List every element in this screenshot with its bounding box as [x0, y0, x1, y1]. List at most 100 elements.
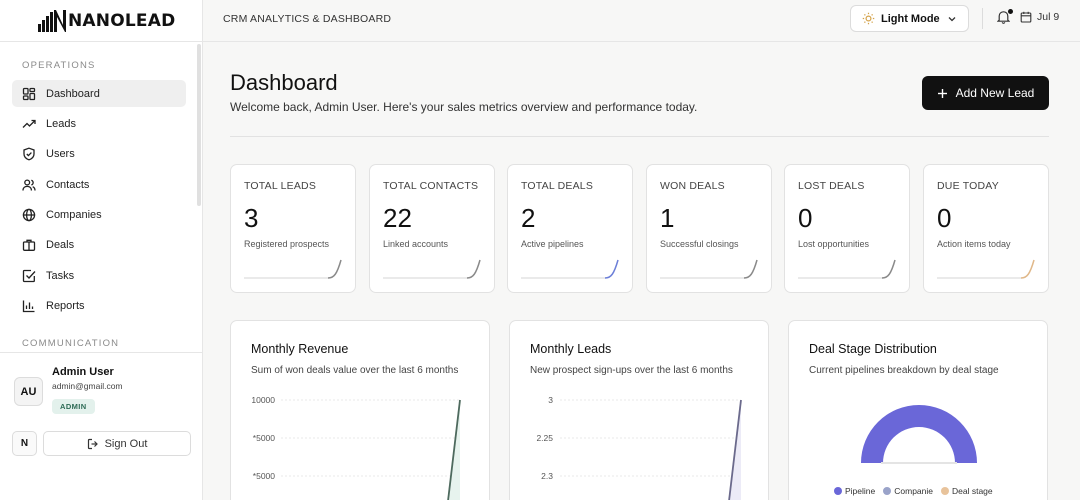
- chart-title: Monthly Leads: [530, 342, 612, 356]
- role-badge: ADMIN: [52, 399, 95, 414]
- leads-line: [728, 399, 742, 500]
- shield-icon: [23, 147, 35, 161]
- leads-line-chart: 3 2.25 2.3: [536, 395, 742, 500]
- sidebar-item-label: Leads: [46, 117, 76, 130]
- section-label-operations: OPERATIONS: [22, 60, 96, 71]
- title-divider: [230, 136, 1049, 137]
- sidebar-item-companies[interactable]: Companies: [12, 202, 186, 229]
- user-email: admin@gmail.com: [52, 381, 123, 391]
- sidebar-scrollbar[interactable]: [197, 44, 201, 206]
- chart-subtitle: Current pipelines breakdown by deal stag…: [809, 365, 999, 376]
- legend-item[interactable]: Pipeline: [834, 486, 875, 496]
- stat-card-lost-deals[interactable]: LOST DEALS 0 Lost opportunities: [784, 164, 910, 293]
- stat-label: TOTAL LEADS: [244, 180, 317, 192]
- sidebar: NANOLEAD OPERATIONS Dashboard Leads User…: [0, 0, 203, 500]
- section-label-communication: COMMUNICATION: [22, 338, 120, 349]
- deal-stage-donut-chart: [861, 405, 977, 464]
- user-panel: AU Admin User admin@gmail.com ADMIN N Si…: [0, 352, 202, 500]
- users-icon: [22, 179, 36, 191]
- chart-subtitle: New prospect sign-ups over the last 6 mo…: [530, 365, 733, 376]
- stat-card-total-leads[interactable]: TOTAL LEADS 3 Registered prospects: [230, 164, 356, 293]
- sparkline: [244, 259, 342, 279]
- sidebar-item-label: Deals: [46, 239, 75, 252]
- sidebar-item-label: Companies: [46, 209, 102, 222]
- legend-item[interactable]: Deal stage: [941, 486, 993, 496]
- sign-out-button[interactable]: Sign Out: [43, 431, 191, 456]
- add-new-lead-label: Add New Lead: [955, 86, 1035, 100]
- stat-value: 2: [521, 203, 536, 233]
- sidebar-item-label: Reports: [46, 300, 85, 313]
- revenue-line: [447, 399, 461, 500]
- sidebar-nav: Dashboard Leads Users Contacts Companies…: [12, 80, 186, 323]
- breadcrumb: CRM ANALYTICS & DASHBOARD: [223, 13, 392, 25]
- sparkline: [937, 259, 1035, 279]
- user-name: Admin User: [52, 366, 114, 378]
- sign-out-label: Sign Out: [104, 437, 148, 450]
- page-title: Dashboard: [230, 70, 338, 95]
- stat-description: Action items today: [937, 239, 1011, 249]
- sidebar-item-tasks[interactable]: Tasks: [12, 262, 186, 289]
- stat-card-won-deals[interactable]: WON DEALS 1 Successful closings: [646, 164, 772, 293]
- sidebar-item-label: Tasks: [46, 269, 75, 282]
- sign-out-icon: [87, 438, 98, 449]
- sparkline: [660, 259, 758, 279]
- avatar[interactable]: AU: [14, 377, 43, 406]
- sidebar-item-reports[interactable]: Reports: [12, 293, 186, 320]
- chart-card-deal-stage-distribution: Deal Stage Distribution Current pipeline…: [788, 320, 1048, 500]
- legend-swatch: [941, 487, 949, 495]
- chart-subtitle: Sum of won deals value over the last 6 m…: [251, 365, 459, 376]
- stat-value: 3: [244, 203, 259, 233]
- theme-toggle-button[interactable]: Light Mode: [850, 5, 969, 32]
- stat-card-due-today[interactable]: DUE TODAY 0 Action items today: [923, 164, 1049, 293]
- stat-value: 0: [937, 203, 952, 233]
- chart-card-monthly-leads: Monthly Leads New prospect sign-ups over…: [509, 320, 769, 500]
- legend-label: Pipeline: [845, 486, 876, 496]
- donut-slice-pipeline[interactable]: [861, 405, 977, 463]
- sidebar-item-dashboard[interactable]: Dashboard: [12, 80, 186, 107]
- y-tick-label: *5000: [253, 471, 275, 481]
- sidebar-item-leads[interactable]: Leads: [12, 110, 186, 137]
- brand-name: NANOLEAD: [68, 10, 176, 31]
- grid-icon: [22, 87, 36, 100]
- bell-icon[interactable]: [997, 10, 1010, 24]
- stat-value: 22: [383, 203, 412, 233]
- stat-description: Linked accounts: [383, 239, 449, 249]
- legend-label: Companie: [894, 486, 933, 496]
- checkbox-icon: [22, 269, 36, 282]
- chart-legend: Pipeline Companie Deal stage: [834, 486, 993, 496]
- sidebar-item-users[interactable]: Users: [12, 141, 186, 168]
- stat-description: Active pipelines: [521, 239, 584, 249]
- stat-value: 0: [798, 203, 813, 233]
- date-display[interactable]: Jul 9: [1020, 11, 1059, 23]
- revenue-line-chart: 10000 *5000 *5000: [251, 395, 461, 500]
- y-tick-label: 2.25: [536, 433, 553, 443]
- sidebar-item-label: Contacts: [46, 178, 90, 191]
- stat-card-total-deals[interactable]: TOTAL DEALS 2 Active pipelines: [507, 164, 633, 293]
- chart-card-monthly-revenue: Monthly Revenue Sum of won deals value o…: [230, 320, 490, 500]
- legend-swatch: [883, 487, 892, 495]
- workspace-button[interactable]: N: [12, 431, 37, 456]
- header-divider: [982, 8, 983, 29]
- bar-chart-icon: [22, 300, 35, 313]
- brand-logo[interactable]: NANOLEAD: [38, 9, 176, 32]
- top-bar: CRM ANALYTICS & DASHBOARD Light Mode Jul…: [203, 0, 1080, 42]
- sidebar-item-contacts[interactable]: Contacts: [12, 171, 186, 198]
- sparkline: [383, 259, 481, 279]
- stat-label: TOTAL CONTACTS: [383, 180, 479, 192]
- stat-description: Lost opportunities: [798, 239, 870, 249]
- sidebar-item-deals[interactable]: Deals: [12, 232, 186, 259]
- legend-label: Deal stage: [952, 486, 993, 496]
- y-tick-label: *5000: [253, 433, 275, 443]
- sparkline: [798, 259, 896, 279]
- stat-description: Registered prospects: [244, 239, 330, 249]
- plus-icon: [937, 88, 947, 98]
- legend-item[interactable]: Companie: [883, 486, 933, 496]
- stat-value: 1: [660, 203, 675, 233]
- stat-description: Successful closings: [660, 239, 739, 249]
- building-icon: [22, 208, 36, 222]
- theme-toggle-label: Light Mode: [881, 12, 940, 25]
- add-new-lead-button[interactable]: Add New Lead: [922, 76, 1049, 110]
- y-tick-label: 10000: [251, 395, 275, 405]
- sidebar-item-label: Users: [46, 148, 75, 161]
- stat-card-total-contacts[interactable]: TOTAL CONTACTS 22 Linked accounts: [369, 164, 495, 293]
